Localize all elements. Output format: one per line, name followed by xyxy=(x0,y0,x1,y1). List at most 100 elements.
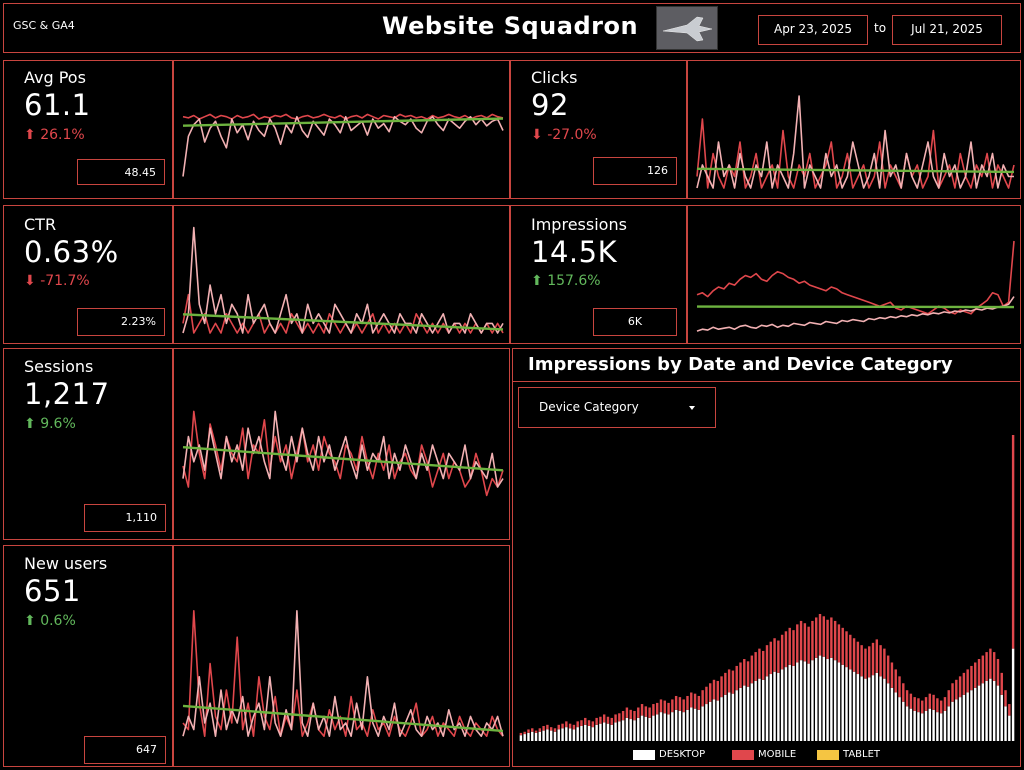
bar-mobile xyxy=(750,655,754,684)
bar-desktop xyxy=(932,709,935,741)
metric-value: 0.63% xyxy=(24,235,119,269)
bar-desktop xyxy=(697,709,701,741)
bar-mobile xyxy=(591,721,595,728)
bar-desktop xyxy=(913,710,916,741)
date-start-picker[interactable]: Apr 23, 2025 xyxy=(758,15,868,45)
bar-mobile xyxy=(565,721,568,728)
trend-line xyxy=(182,704,504,733)
bar-mobile xyxy=(625,707,629,718)
bar-mobile xyxy=(868,646,871,678)
bar-mobile xyxy=(534,730,538,733)
bar-desktop xyxy=(602,722,606,741)
bar-desktop xyxy=(693,708,697,741)
device-category-dropdown[interactable]: Device Category xyxy=(518,387,716,428)
metric-delta: ⬆ 26.1% xyxy=(24,127,85,143)
bar-mobile xyxy=(765,645,769,677)
bar-mobile xyxy=(735,665,738,691)
bar-mobile xyxy=(671,699,674,713)
bar-mobile xyxy=(970,665,973,691)
bar-desktop xyxy=(826,659,829,741)
sessions-card: Sessions 1,217 ⬆ 9.6% 1,110 xyxy=(3,348,173,540)
bar-mobile xyxy=(951,683,954,702)
bar-desktop xyxy=(739,687,742,741)
bar-desktop xyxy=(943,710,947,741)
bar-desktop xyxy=(921,713,924,741)
bar-desktop xyxy=(542,730,545,741)
bar-desktop xyxy=(788,664,791,741)
bar-desktop xyxy=(621,720,625,741)
delta-value: 157.6% xyxy=(547,273,601,289)
new-users-sparkline-card xyxy=(173,545,510,767)
previous-value: 1,110 xyxy=(84,504,166,532)
bar-desktop xyxy=(678,710,682,741)
bar-mobile xyxy=(606,716,610,724)
legend-swatch-desktop xyxy=(633,750,655,760)
bar-desktop xyxy=(765,676,769,741)
bar-desktop xyxy=(633,720,636,741)
bar-desktop xyxy=(992,680,996,741)
bar-desktop xyxy=(803,661,807,741)
bar-desktop xyxy=(659,712,663,741)
sessions-sparkline xyxy=(182,410,504,497)
bar-mobile xyxy=(659,699,663,713)
bar-desktop xyxy=(682,712,685,741)
bar-mobile xyxy=(777,640,780,673)
title-divider xyxy=(513,381,1020,382)
bar-mobile xyxy=(932,694,935,710)
bar-desktop xyxy=(837,662,841,741)
arrow-up-icon: ⬆ xyxy=(24,127,36,143)
bar-desktop xyxy=(799,660,803,741)
bar-mobile xyxy=(655,702,659,715)
bar-mobile xyxy=(633,710,636,721)
bar-mobile xyxy=(637,707,640,718)
bar-desktop xyxy=(606,723,610,741)
bar-mobile xyxy=(531,728,534,732)
bar-mobile xyxy=(894,669,897,693)
bar-desktop xyxy=(890,687,894,741)
bar-mobile xyxy=(724,672,727,695)
bar-desktop xyxy=(618,721,621,741)
ctr-sparkline xyxy=(182,226,504,334)
bar-mobile xyxy=(599,716,602,724)
arrow-up-icon: ⬆ xyxy=(24,613,36,629)
bar-desktop xyxy=(640,715,644,741)
bar-mobile xyxy=(860,645,863,677)
previous-value: 2.23% xyxy=(77,308,165,336)
delta-value: -71.7% xyxy=(40,273,90,289)
bar-desktop xyxy=(985,680,988,741)
bar-mobile xyxy=(913,697,916,711)
bar-mobile xyxy=(849,634,852,670)
bar-mobile xyxy=(697,695,701,710)
bar-mobile xyxy=(682,699,685,713)
bar-desktop xyxy=(644,716,648,741)
bar-mobile xyxy=(1008,704,1011,716)
bar-mobile xyxy=(871,642,875,676)
date-end-picker[interactable]: Jul 21, 2025 xyxy=(892,15,1002,45)
bar-desktop xyxy=(599,723,602,741)
bar-mobile xyxy=(796,624,799,663)
bar-mobile xyxy=(663,700,666,714)
bar-mobile xyxy=(705,686,708,705)
bar-desktop xyxy=(591,727,595,741)
bar-desktop xyxy=(648,717,651,741)
bar-desktop xyxy=(928,708,932,741)
bar-desktop xyxy=(860,676,863,741)
trend-line xyxy=(182,313,504,331)
bar-mobile xyxy=(557,724,560,730)
bar-desktop xyxy=(625,717,629,741)
series-line-1 xyxy=(182,113,504,120)
bar-mobile xyxy=(610,717,613,725)
bar-desktop xyxy=(637,717,640,741)
bar-desktop xyxy=(568,728,572,741)
bar-desktop xyxy=(886,683,890,741)
bar-desktop xyxy=(671,712,674,741)
bar-desktop xyxy=(652,715,655,741)
page-title: Website Squadron xyxy=(382,12,639,40)
metric-delta: ⬆ 9.6% xyxy=(24,416,76,432)
clicks-card: Clicks 92 ⬇ -27.0% 126 xyxy=(510,60,687,199)
ctr-sparkline-card xyxy=(173,205,510,344)
bar-desktop xyxy=(1008,715,1011,741)
bar-mobile xyxy=(939,700,943,714)
impressions-sparkline xyxy=(696,240,1015,332)
bar-mobile xyxy=(1000,672,1003,695)
